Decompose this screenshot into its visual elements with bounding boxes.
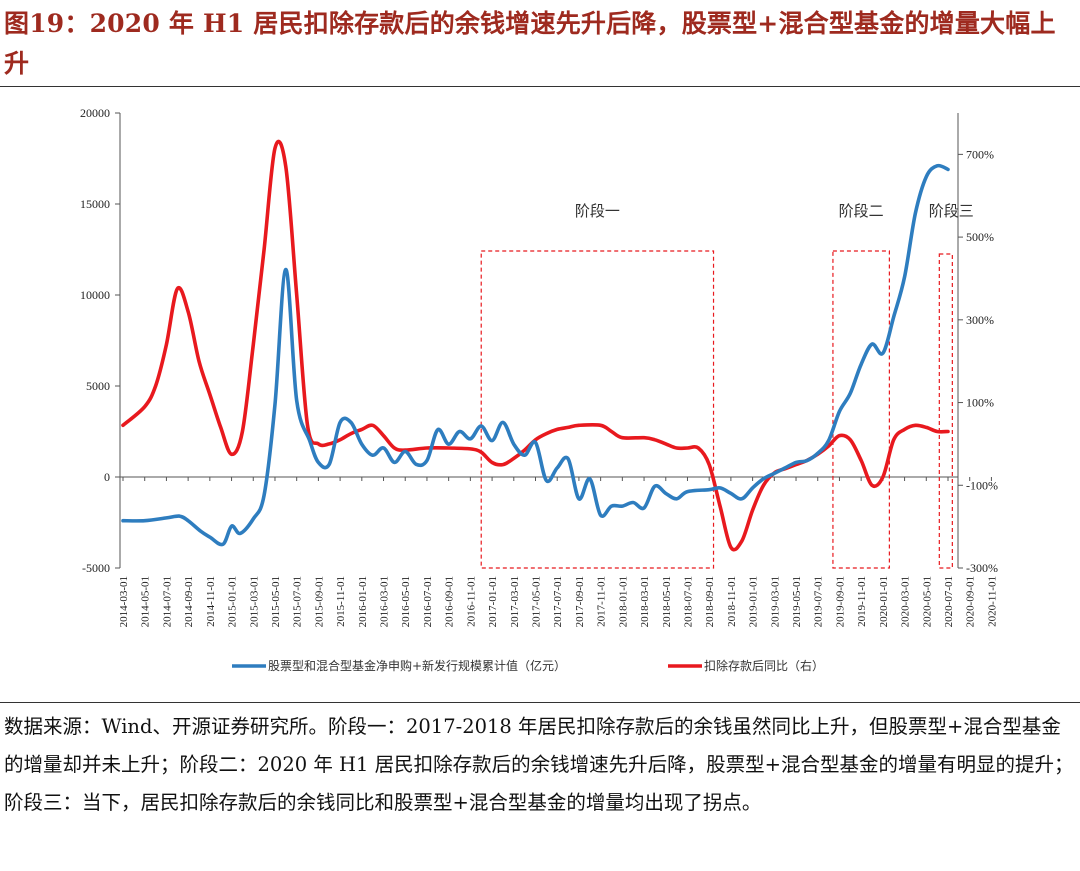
left-tick-label: 0 <box>104 470 110 484</box>
left-tick-label: 15000 <box>80 197 110 211</box>
legend-label: 股票型和混合型基金净申购+新发行规模累计值（亿元） <box>268 658 566 673</box>
x-tick-label: 2016-03-01 <box>379 576 391 627</box>
x-tick-label: 2015-03-01 <box>248 576 260 627</box>
x-tick-label: 2014-05-01 <box>140 576 152 627</box>
stage-label: 阶段一 <box>575 202 620 220</box>
left-tick-label: 10000 <box>80 288 110 302</box>
x-tick-label: 2018-07-01 <box>682 576 694 627</box>
right-tick-label: 700% <box>966 147 994 161</box>
title-rule <box>0 86 1080 87</box>
legend-label: 扣除存款后同比（右） <box>704 658 824 673</box>
right-tick-label: -100% <box>966 478 998 492</box>
x-tick-label: 2020-01-01 <box>878 576 890 627</box>
fund-flow-line <box>121 163 950 547</box>
x-tick-label: 2019-09-01 <box>834 576 846 627</box>
savings-yoy-line <box>121 139 950 552</box>
chart-area: -5000 0 5000 10000 15000 20000 -300% -100% 100% 3… <box>80 106 998 673</box>
stage-box <box>938 253 953 569</box>
right-tick-label: 100% <box>966 396 994 410</box>
figure-title: 图19：2020 年 H1 居民扣除存款后的余钱增速先升后降，股票型+混合型基金… <box>4 9 1056 78</box>
axes <box>115 112 992 569</box>
stage-box <box>832 250 890 569</box>
x-tick-label: 2014-11-01 <box>205 576 217 627</box>
x-tick-label: 2018-09-01 <box>704 576 716 627</box>
right-tick-label: 500% <box>966 230 994 244</box>
x-tick-label: 2018-01-01 <box>617 576 629 627</box>
x-tick-label: 2020-05-01 <box>921 576 933 627</box>
x-tick-label: 2019-07-01 <box>813 576 825 627</box>
left-tick-label: 5000 <box>86 379 110 393</box>
x-tick-label: 2016-07-01 <box>422 576 434 627</box>
right-tick-label: -300% <box>966 561 998 575</box>
figure-notes: 数据来源：Wind、开源证券研究所。阶段一：2017-2018 年居民扣除存款后… <box>4 715 1074 814</box>
x-tick-label: 2019-05-01 <box>791 576 803 627</box>
x-tick-label: 2017-03-01 <box>509 576 521 627</box>
left-tick-label: -5000 <box>82 561 110 575</box>
x-tick-label: 2018-05-01 <box>661 576 673 627</box>
x-tick-label: 2014-03-01 <box>118 576 130 627</box>
notes-rule <box>0 702 1080 703</box>
x-tick-label: 2017-07-01 <box>552 576 564 627</box>
stage-box <box>480 250 715 569</box>
x-tick-label: 2019-11-01 <box>856 576 868 627</box>
stage-label: 阶段三 <box>929 202 974 220</box>
legend: 股票型和混合型基金净申购+新发行规模累计值（亿元） 扣除存款后同比（右） <box>232 658 824 673</box>
x-tick-label: 2016-11-01 <box>465 576 477 627</box>
x-tick-label: 2017-01-01 <box>487 576 499 627</box>
x-tick-label: 2017-11-01 <box>596 576 608 627</box>
x-tick-label: 2020-11-01 <box>986 576 998 627</box>
x-tick-label: 2018-03-01 <box>639 576 651 627</box>
x-tick-label: 2014-09-01 <box>183 576 195 627</box>
series-layer <box>121 139 950 552</box>
x-tick-label: 2019-03-01 <box>769 576 781 627</box>
x-tick-label: 2016-05-01 <box>400 576 412 627</box>
x-tick-label: 2020-09-01 <box>965 576 977 627</box>
x-tick-label: 2014-07-01 <box>161 576 173 627</box>
x-tick-label: 2017-09-01 <box>574 576 586 627</box>
stage-label: 阶段二 <box>839 202 884 220</box>
right-tick-label: 300% <box>966 313 994 327</box>
x-tick-label: 2015-11-01 <box>335 576 347 627</box>
x-tick-label: 2016-01-01 <box>357 576 369 627</box>
left-tick-label: 20000 <box>80 106 110 120</box>
x-tick-label: 2016-09-01 <box>444 576 456 627</box>
x-tick-label: 2015-09-01 <box>313 576 325 627</box>
x-tick-label: 2019-01-01 <box>748 576 760 627</box>
x-tick-label: 2015-01-01 <box>227 576 239 627</box>
x-tick-label: 2015-05-01 <box>270 576 282 627</box>
x-tick-label: 2018-11-01 <box>726 576 738 627</box>
stage-boxes <box>480 250 953 569</box>
x-tick-label: 2015-07-01 <box>292 576 304 627</box>
x-tick-label: 2020-07-01 <box>943 576 955 627</box>
x-tick-label: 2020-03-01 <box>900 576 912 627</box>
x-tick-label: 2017-05-01 <box>531 576 543 627</box>
